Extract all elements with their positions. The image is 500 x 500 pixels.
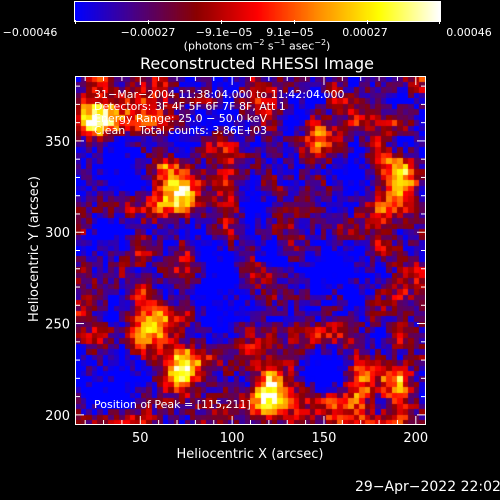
x-axis-label: Heliocentric X (arcsec) bbox=[177, 447, 324, 462]
y-tick-label: 350 bbox=[45, 135, 70, 150]
colorbar-tick-label: −0.00046 bbox=[2, 26, 58, 39]
colorbar-tickmark bbox=[367, 20, 368, 24]
date-stamp: 29−Apr−2022 22:02 bbox=[355, 479, 500, 495]
x-tick-label: 50 bbox=[132, 431, 149, 446]
y-tick-label: 300 bbox=[45, 226, 70, 241]
x-tick-label: 100 bbox=[220, 431, 245, 446]
colorbar-tick-label: 0.00046 bbox=[446, 26, 492, 39]
peak-position-label: Position of Peak = [115,211] bbox=[94, 398, 251, 411]
colorbar-frame bbox=[74, 1, 441, 22]
energy-range-info: Energy Range: 25.0 − 50.0 keV bbox=[94, 112, 268, 125]
y-axis-label: Heliocentric Y (arcsec) bbox=[27, 176, 42, 322]
colorbar-tick-label: −9.1e−05 bbox=[195, 26, 253, 39]
colorbar bbox=[75, 2, 440, 21]
x-tick-label: 150 bbox=[312, 431, 337, 446]
colorbar-tick-label: 0.00027 bbox=[342, 26, 388, 39]
x-tick-label: 200 bbox=[403, 431, 428, 446]
colorbar-tickmark bbox=[148, 20, 149, 24]
chart-title: Reconstructed RHESSI Image bbox=[140, 54, 374, 73]
plot-frame bbox=[75, 76, 426, 425]
colorbar-tickmark bbox=[294, 20, 295, 24]
colorbar-tick-label: 9.1e−05 bbox=[266, 26, 314, 39]
y-tick-label: 200 bbox=[45, 409, 70, 424]
x-axis-ticks: 50 100 150 200 bbox=[84, 77, 428, 446]
colorbar-units: (photons cm−2 s−1 asec−2) bbox=[183, 38, 331, 53]
observation-time: 31−Mar−2004 11:38:04.000 to 11:42:04.000 bbox=[94, 88, 345, 101]
detectors-info: Detectors: 3F 4F 5F 6F 7F 8F, Att 1 bbox=[94, 100, 286, 113]
colorbar-tickmark bbox=[221, 20, 222, 24]
colorbar-tick-label: −0.00027 bbox=[120, 26, 176, 39]
clean-counts-info: Clean Total counts: 3.86E+03 bbox=[94, 124, 268, 137]
y-axis-ticks: 200 250 300 350 bbox=[45, 85, 425, 424]
colorbar-tickmark bbox=[439, 20, 440, 24]
heatmap-image bbox=[76, 77, 425, 424]
y-tick-label: 250 bbox=[45, 318, 70, 333]
colorbar-tickmark bbox=[75, 20, 76, 24]
